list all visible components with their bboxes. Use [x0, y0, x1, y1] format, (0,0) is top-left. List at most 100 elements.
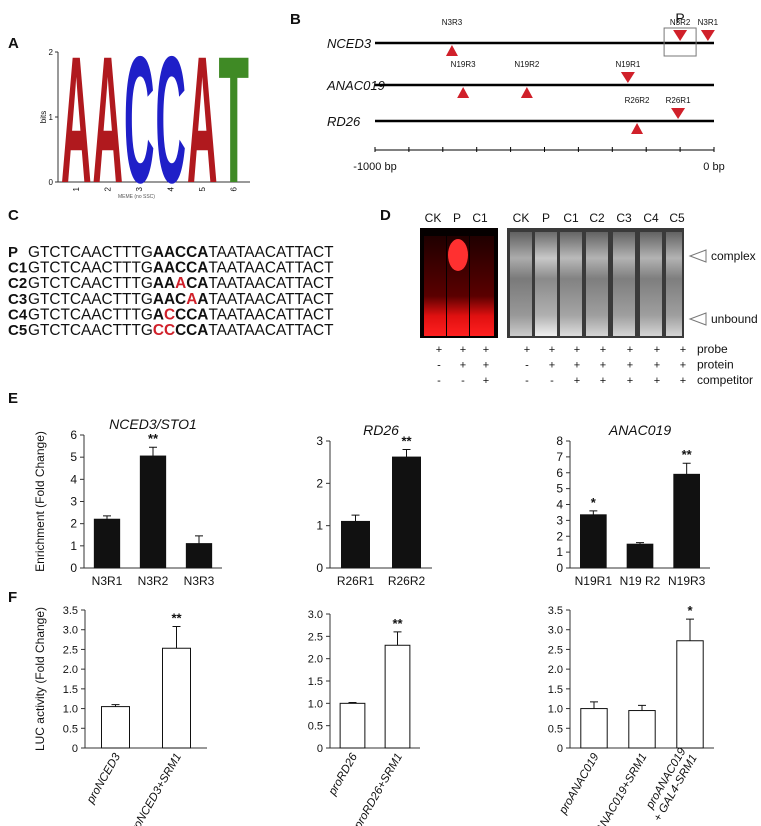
error-bar [111, 704, 120, 707]
gene-name: RD26 [327, 114, 361, 129]
gel-lane [470, 236, 494, 336]
sequence: GTCTCAACTTTGAAACATAATAACATTACT [28, 275, 334, 292]
bar [162, 647, 191, 749]
error-bar [195, 535, 203, 544]
sequence-label: P [8, 244, 18, 261]
y-axis-label: Enrichment (Fold Change) [33, 431, 47, 572]
scale-end: 0 bp [703, 161, 724, 173]
gel-lane [666, 232, 682, 336]
y-tick-label: 3.0 [548, 625, 563, 637]
sequence-segment: CCA [175, 322, 208, 339]
sequence-segment: A [186, 291, 197, 308]
y-tick-label: 2 [49, 48, 54, 57]
x-tick-label: N3R2 [138, 574, 169, 588]
panel-label: B [290, 11, 301, 28]
x-tick-label: proRD26 [326, 751, 360, 798]
y-tick-label: 3.0 [63, 625, 78, 637]
y-tick-label: 2.5 [63, 644, 78, 656]
condition-sign: - [550, 375, 554, 387]
y-tick-label: 0 [316, 561, 323, 575]
lane-label: CK [425, 211, 442, 225]
y-tick-label: 3.0 [308, 609, 323, 621]
x-tick-label: R26R1 [337, 574, 375, 588]
x-tick-label: N19 R2 [620, 574, 661, 588]
chart-title: NCED3/STO1 [109, 416, 197, 432]
panel-label: C [8, 207, 19, 224]
condition-sign: - [525, 360, 529, 372]
condition-sign: + [524, 344, 530, 356]
sequence-segment: AAC [153, 291, 186, 308]
condition-sign: + [627, 375, 633, 387]
error-bar [393, 631, 402, 646]
sequence-segment: A [197, 291, 208, 308]
sequence: GTCTCAACTTTGAACAATAATAACATTACT [28, 291, 334, 308]
error-bar [636, 542, 644, 545]
condition-sign: - [437, 360, 441, 372]
y-tick-label: 6 [70, 428, 77, 442]
panel-label: F [8, 589, 17, 606]
sequence-segment: AA [153, 275, 175, 292]
y-tick-label: 2.5 [308, 631, 323, 643]
y-tick-label: 5 [556, 482, 563, 496]
site-label: N3R1 [698, 18, 719, 27]
y-tick-label: 0.5 [308, 721, 323, 733]
gel-lane [586, 232, 608, 336]
band-label: complex [711, 249, 756, 263]
error-bar [149, 446, 157, 457]
y-tick-label: 0.5 [548, 723, 563, 735]
bar [628, 710, 656, 749]
y-tick-label: 8 [556, 434, 563, 448]
sequence-segment: GTCTCAACTTTG [28, 306, 153, 323]
condition-sign: + [600, 344, 606, 356]
bar [580, 514, 607, 569]
x-tick-label: N19R1 [575, 574, 613, 588]
sequence-segment: GTCTCAACTTTG [28, 260, 153, 277]
sequence: GTCTCAACTTTGACCCATAATAACATTACT [28, 306, 334, 323]
significance: ** [392, 616, 403, 631]
lane-label: P [542, 211, 550, 225]
condition-sign: + [654, 360, 660, 372]
site-label: N19R1 [615, 60, 640, 69]
bar [101, 706, 130, 749]
lane-label: C4 [643, 211, 659, 225]
sequence-label: C1 [8, 260, 27, 277]
gel-images [420, 228, 707, 338]
error-bar [103, 515, 111, 520]
site-label: R26R1 [666, 96, 691, 105]
y-tick-label: 1.5 [308, 676, 323, 688]
gel-band [448, 239, 468, 271]
bar [93, 518, 121, 569]
binding-site [700, 30, 715, 41]
x-tick-label: 4 [166, 186, 175, 191]
y-tick-label: 3 [316, 434, 323, 448]
y-tick-label: 0 [556, 561, 563, 575]
y-tick-label: 3.5 [548, 605, 563, 617]
sequence-segment: TAATAACATTACT [208, 260, 334, 277]
condition-sign: + [600, 375, 606, 387]
error-bar [590, 701, 598, 709]
condition-sign: + [436, 344, 442, 356]
gel-lane [510, 232, 532, 336]
sequence-segment: A [175, 275, 186, 292]
y-tick-label: 0 [317, 743, 323, 755]
binding-site [673, 30, 688, 41]
condition-sign: + [680, 375, 686, 387]
band-arrow [688, 312, 707, 326]
condition-sign: + [680, 360, 686, 372]
sequence-segment: C [164, 306, 175, 323]
binding-site [671, 108, 686, 119]
gel-lane [560, 232, 582, 336]
logo-letter: C [124, 19, 155, 221]
y-tick-label: 2.5 [548, 644, 563, 656]
site-label: N19R3 [451, 60, 476, 69]
row-label: competitor [697, 373, 753, 387]
panel-label: E [8, 390, 18, 407]
condition-sign: + [483, 344, 489, 356]
y-tick-label: 1.0 [308, 698, 323, 710]
sequence-segment: TAATAACATTACT [208, 275, 334, 292]
y-tick-label: 7 [556, 450, 563, 464]
binding-site [631, 123, 644, 134]
condition-sign: + [483, 360, 489, 372]
sequence-segment: GTCTCAACTTTG [28, 322, 153, 339]
